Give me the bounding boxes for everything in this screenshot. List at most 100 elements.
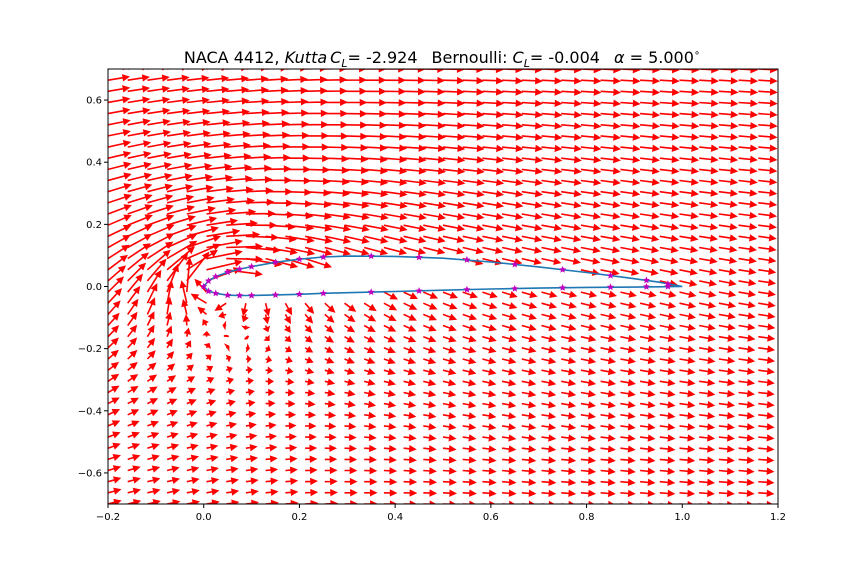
velocity-vector <box>383 378 397 387</box>
velocity-vector <box>620 77 641 85</box>
velocity-vector <box>241 325 251 331</box>
velocity-vector <box>738 378 756 387</box>
velocity-vector <box>344 76 367 84</box>
velocity-vector <box>442 368 457 376</box>
velocity-vector <box>206 141 232 149</box>
velocity-vector <box>364 155 388 163</box>
velocity-vector <box>600 257 621 265</box>
velocity-vector <box>462 313 478 321</box>
velocity-vector <box>403 313 417 321</box>
velocity-vector <box>127 337 138 349</box>
velocity-vector <box>758 367 775 375</box>
velocity-vector <box>738 88 759 96</box>
velocity-vector <box>777 158 778 160</box>
velocity-vector <box>640 467 656 475</box>
velocity-vector <box>108 476 122 484</box>
velocity-vector <box>777 202 778 204</box>
velocity-vector <box>223 343 230 352</box>
velocity-vector <box>462 122 485 130</box>
velocity-vector <box>718 110 739 119</box>
velocity-vector <box>502 489 517 497</box>
velocity-vector <box>521 390 537 398</box>
velocity-vector <box>541 312 557 321</box>
velocity-vector <box>639 212 660 220</box>
velocity-vector <box>127 324 138 338</box>
velocity-vector <box>186 141 212 149</box>
velocity-vector <box>699 445 716 453</box>
velocity-vector <box>561 357 577 365</box>
velocity-vector <box>403 291 419 299</box>
velocity-vector <box>226 97 250 105</box>
velocity-vector <box>561 201 582 209</box>
velocity-vector <box>679 99 700 108</box>
velocity-vector <box>108 107 131 115</box>
velocity-vector <box>659 312 677 320</box>
title-kutta-cl-subscript: L <box>341 57 347 70</box>
velocity-vector <box>659 379 676 387</box>
velocity-vector <box>324 466 338 475</box>
velocity-vector <box>146 249 171 271</box>
velocity-vector <box>127 298 139 315</box>
velocity-vector <box>620 290 637 298</box>
y-tick-label: −0.6 <box>78 468 102 479</box>
velocity-vector <box>108 96 131 104</box>
velocity-vector <box>423 88 446 96</box>
velocity-vector <box>758 389 775 398</box>
velocity-vector <box>324 166 350 174</box>
velocity-vector <box>679 478 696 487</box>
velocity-vector <box>226 466 239 474</box>
velocity-vector <box>699 467 716 475</box>
velocity-vector <box>462 178 485 187</box>
velocity-vector <box>561 368 577 376</box>
velocity-vector <box>738 267 757 276</box>
velocity-vector <box>758 412 775 420</box>
velocity-vector <box>620 234 640 243</box>
velocity-vector <box>541 122 563 130</box>
velocity-vector <box>108 373 120 382</box>
velocity-vector <box>561 312 577 321</box>
velocity-vector <box>758 489 775 497</box>
velocity-vector <box>127 420 140 428</box>
velocity-vector <box>462 110 485 119</box>
velocity-vector <box>186 85 210 94</box>
velocity-vector <box>206 488 220 496</box>
velocity-vector <box>758 345 776 353</box>
velocity-vector <box>738 211 758 220</box>
velocity-vector <box>521 412 537 420</box>
velocity-vector <box>185 352 193 360</box>
title-bernoulli-cl-subscript: L <box>524 57 530 70</box>
velocity-vector <box>165 338 173 349</box>
velocity-vector <box>265 86 289 95</box>
velocity-vector <box>758 301 776 309</box>
velocity-vector <box>245 86 269 94</box>
velocity-vector <box>758 69 778 74</box>
velocity-vector <box>166 246 196 271</box>
velocity-vector <box>146 241 174 260</box>
velocity-vector <box>620 144 641 152</box>
velocity-vector <box>442 467 457 475</box>
velocity-vector <box>442 235 465 244</box>
velocity-vector <box>639 189 660 197</box>
velocity-vector <box>186 235 222 249</box>
velocity-vector <box>620 500 634 504</box>
velocity-vector <box>305 477 318 486</box>
velocity-vector <box>521 257 542 266</box>
velocity-vector <box>363 367 376 375</box>
velocity-vector <box>364 455 378 464</box>
velocity-vector <box>364 235 389 244</box>
velocity-vector <box>462 156 485 164</box>
velocity-vector <box>718 301 737 309</box>
velocity-vector <box>423 235 446 244</box>
velocity-vector <box>659 212 680 220</box>
velocity-vector <box>304 356 314 364</box>
velocity-vector <box>304 324 313 334</box>
velocity-vector <box>699 378 716 387</box>
panel-marker <box>295 290 303 298</box>
velocity-vector <box>679 412 696 420</box>
velocity-vector <box>108 454 121 461</box>
velocity-vector <box>383 190 408 198</box>
velocity-vector <box>262 325 271 333</box>
velocity-vector <box>541 390 557 398</box>
velocity-vector <box>777 437 778 438</box>
velocity-vector <box>403 456 417 464</box>
